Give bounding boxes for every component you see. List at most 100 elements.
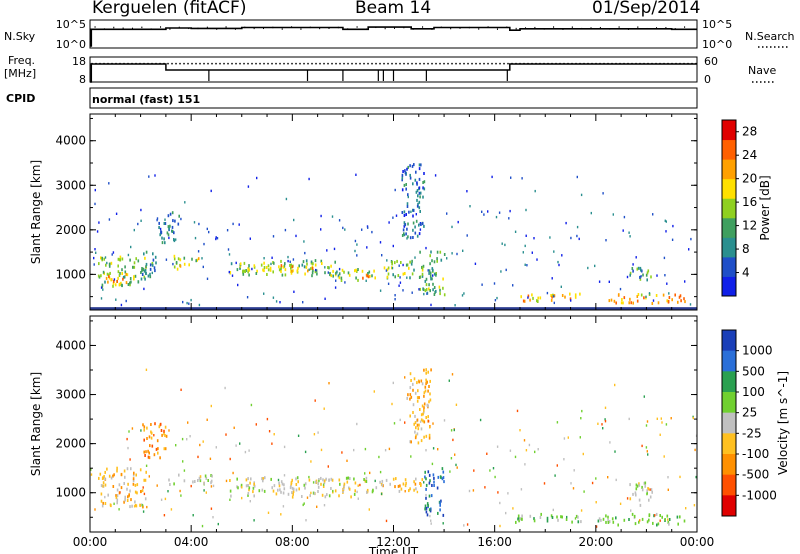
power-speckle [168, 236, 170, 240]
velocity-speckle [604, 418, 606, 421]
power-speckle [379, 241, 382, 244]
velocity-cell [342, 490, 344, 493]
velocity-cell [323, 479, 326, 483]
power-speckle [414, 256, 416, 259]
power-cell [418, 206, 421, 210]
velocity-cell [653, 514, 655, 518]
velocity-cell [291, 486, 294, 490]
velocity-speckle [235, 444, 237, 447]
velocity-speckle [277, 478, 280, 482]
power-cell [173, 254, 176, 258]
station-title: Kerguelen (fitACF) [92, 0, 247, 18]
power-speckle [512, 284, 514, 287]
velocity-cell [399, 484, 401, 488]
velocity-cell [330, 487, 332, 490]
power-cell [668, 296, 671, 299]
power-speckle [481, 283, 483, 286]
power-cell [263, 269, 265, 273]
power-speckle [98, 221, 100, 224]
power-speckle [481, 210, 483, 213]
velocity-cell [144, 497, 147, 501]
power-cell [408, 210, 410, 214]
power-cell [639, 266, 642, 270]
velocity-cell [100, 484, 103, 488]
power-speckle [210, 189, 212, 193]
power-cell [281, 273, 284, 277]
velocity-speckle [356, 490, 358, 494]
power-cell [414, 231, 417, 235]
velocity-speckle [181, 437, 184, 441]
velocity-cell [253, 482, 255, 486]
velocity-cell [533, 519, 536, 523]
power-cell [415, 190, 418, 194]
velocity-cell [409, 440, 411, 444]
power-cell [401, 176, 404, 180]
velocity-speckle [373, 390, 375, 393]
velocity-cell [442, 476, 445, 480]
velocity-speckle [304, 450, 307, 454]
power-speckle [104, 256, 107, 259]
power-cell [248, 264, 250, 268]
velocity-cell [649, 495, 652, 499]
power-cell [141, 269, 143, 273]
power-speckle [469, 205, 471, 208]
velocity-speckle [520, 488, 523, 491]
velocity-speckle [156, 484, 158, 487]
power-speckle [100, 286, 103, 289]
velocity-cell [322, 478, 324, 482]
velocity-cell [168, 478, 170, 482]
velocity-cell [348, 487, 351, 491]
velocity-speckle [175, 444, 177, 447]
power-cell [422, 181, 424, 184]
velocity-speckle [189, 435, 191, 438]
power-speckle [197, 250, 200, 253]
velocity-speckle [685, 507, 687, 510]
velocity-cell [143, 438, 145, 442]
velocity-cell [666, 514, 669, 518]
velocity-speckle [630, 509, 632, 512]
power-speckle [333, 247, 336, 251]
power-speckle [394, 294, 396, 297]
velocity-cell [328, 494, 331, 498]
power-speckle [451, 252, 453, 255]
power-speckle [561, 254, 563, 257]
power-cell [443, 293, 446, 297]
power-speckle [525, 234, 527, 237]
velocity-speckle [142, 510, 145, 513]
power-cell [412, 228, 414, 232]
power-cell [269, 268, 272, 272]
power-cell [248, 268, 251, 272]
velocity-cell [418, 380, 420, 384]
velocity-speckle [554, 474, 556, 477]
power-cell [116, 279, 118, 283]
power-cell [362, 276, 364, 280]
velocity-cell [147, 455, 150, 459]
power-speckle [688, 248, 690, 251]
power-speckle [327, 271, 329, 274]
power-speckle [355, 173, 357, 176]
velocity-speckle [310, 491, 312, 495]
velocity-cell [308, 478, 311, 482]
power-speckle [495, 215, 498, 219]
power-cell [291, 269, 293, 273]
velocity-speckle [210, 485, 213, 488]
power-cell [391, 261, 393, 265]
velocity-cell [381, 479, 384, 483]
power-speckle [247, 185, 250, 188]
velocity-colorbar-label: 25 [742, 406, 757, 420]
power-cell [643, 296, 645, 300]
velocity-cell [270, 477, 272, 481]
power-cell [423, 187, 426, 191]
velocity-speckle [248, 449, 250, 452]
velocity-cell [275, 492, 278, 496]
velocity-speckle [384, 449, 387, 452]
power-speckle [365, 279, 367, 282]
velocity-speckle [486, 452, 488, 455]
velocity-speckle [643, 395, 645, 398]
power-cell [418, 191, 421, 195]
power-cell [133, 261, 136, 265]
velocity-cell [442, 513, 445, 517]
velocity-speckle [626, 497, 629, 500]
velocity-cell [130, 467, 132, 471]
velocity-speckle [646, 420, 649, 423]
